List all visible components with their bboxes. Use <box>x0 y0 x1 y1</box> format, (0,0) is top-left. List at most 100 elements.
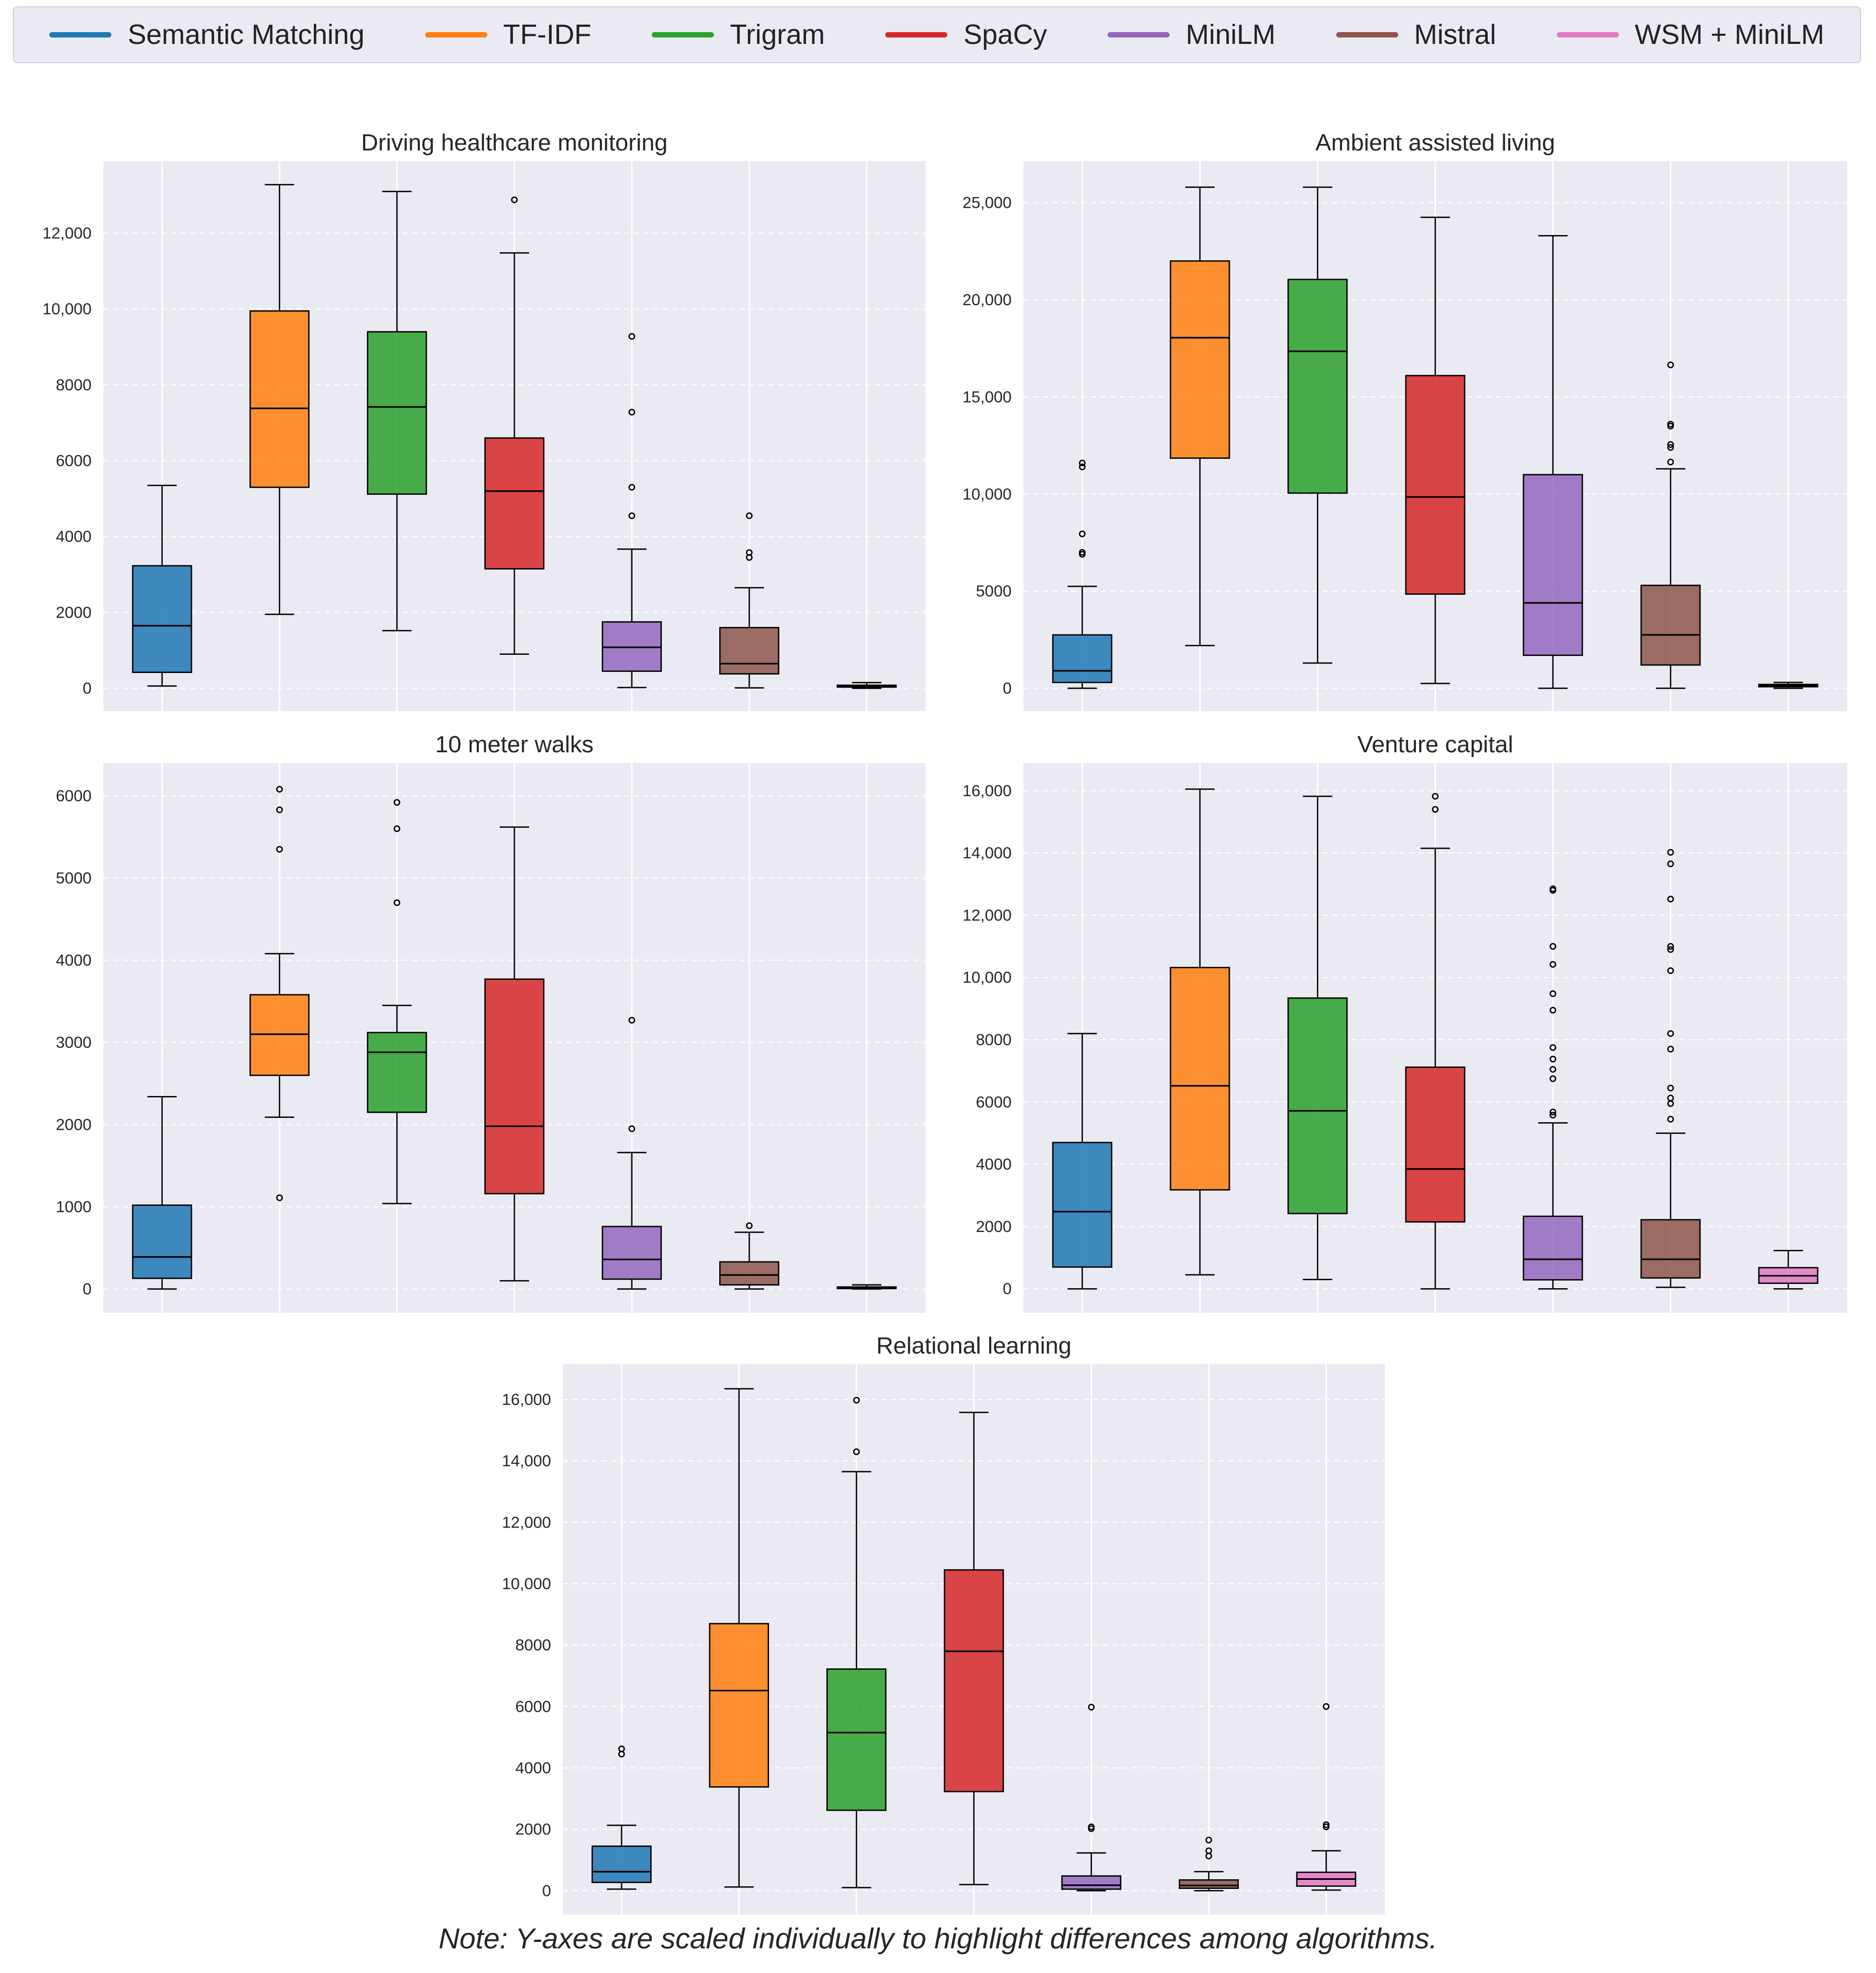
box-minilm <box>601 332 662 689</box>
outlier-point <box>1323 1823 1330 1831</box>
outlier-point <box>1549 1055 1556 1063</box>
box-iqr <box>601 1226 662 1280</box>
box-iqr <box>367 1032 427 1113</box>
box-minilm <box>1523 235 1583 689</box>
y-tick-label: 0 <box>82 1280 92 1298</box>
subplot-3: 0 2000 4000 6000 8000 10,000 12,000 14,000 16,00… <box>962 731 1847 1313</box>
y-tick-label: 10,000 <box>42 300 92 318</box>
subplot-title: Driving healthcare monitoring <box>361 130 667 156</box>
outlier-point <box>1549 943 1556 950</box>
y-tick-label: 2000 <box>515 1821 551 1839</box>
legend-label: TF-IDF <box>503 19 592 50</box>
legend-item: MiniLM <box>1107 19 1276 51</box>
outlier-point <box>1323 1703 1330 1710</box>
subplot-title: 10 meter walks <box>435 731 594 758</box>
box-iqr <box>1170 260 1230 459</box>
y-tick-label: 4000 <box>56 951 92 969</box>
outlier-point <box>1432 792 1439 800</box>
outlier-point <box>1079 463 1086 471</box>
y-tick-label: 15,000 <box>962 388 1012 406</box>
box-minilm <box>1523 885 1583 1290</box>
legend-swatch <box>1336 32 1398 37</box>
outlier-point <box>1549 961 1556 968</box>
box-trigram <box>1287 186 1348 664</box>
subplot-0: 0 2000 4000 6000 8000 10,000 12,000 Driving hea… <box>42 130 925 711</box>
box-spacy <box>944 1411 1004 1886</box>
box-spacy <box>1405 792 1466 1290</box>
y-tick-label: 10,000 <box>962 486 1012 503</box>
box-spacy <box>1405 216 1466 684</box>
outlier-point <box>1667 361 1674 368</box>
y-tick-label: 12,000 <box>502 1514 551 1531</box>
y-tick-label: 8000 <box>976 1031 1012 1049</box>
outlier-point <box>1323 1821 1330 1828</box>
y-tick-label: 3000 <box>56 1034 92 1052</box>
subplot-1: 0 5000 10,000 15,000 20,000 25,000 Ambient ass… <box>962 130 1847 711</box>
outlier-point <box>1549 1075 1556 1082</box>
box-iqr <box>826 1668 887 1811</box>
outlier-point <box>393 825 401 833</box>
outlier-point <box>1667 420 1674 428</box>
box-iqr <box>132 565 192 674</box>
box-iqr <box>367 331 427 495</box>
outlier-point <box>618 1745 625 1752</box>
box-minilm <box>1061 1704 1121 1892</box>
box-iqr <box>484 437 545 570</box>
box-iqr <box>249 994 310 1076</box>
outlier-point <box>276 1194 283 1201</box>
legend-label: MiniLM <box>1186 19 1276 50</box>
outlier-point <box>1079 530 1086 538</box>
outlier-point <box>1549 990 1556 997</box>
subplot-title: Venture capital <box>1357 731 1513 758</box>
y-tick-label: 4000 <box>56 528 92 546</box>
legend-label: Mistral <box>1414 19 1496 50</box>
box-mistral <box>1640 361 1701 689</box>
y-tick-label: 12,000 <box>42 225 92 243</box>
box-tf-idf <box>1170 788 1230 1276</box>
y-tick-label: 6000 <box>515 1698 551 1715</box>
legend-label: WSM + MiniLM <box>1634 19 1825 50</box>
outlier-point <box>1549 1112 1556 1118</box>
y-tick-label: 5000 <box>56 870 92 887</box>
y-tick-label: 0 <box>1003 1280 1012 1298</box>
box-spacy <box>484 196 545 655</box>
box-semantic-matching <box>132 1096 192 1290</box>
subplot-title: Relational learning <box>876 1333 1071 1359</box>
legend-label: Trigram <box>730 19 825 50</box>
legend-item: SpaCy <box>885 19 1047 51</box>
outlier-point <box>1667 860 1674 867</box>
outlier-point <box>511 196 518 203</box>
box-tf-idf <box>249 184 310 615</box>
legend-swatch <box>1556 32 1619 37</box>
outlier-point <box>276 785 283 793</box>
outlier-point <box>745 549 753 556</box>
legend-item: Trigram <box>652 19 825 51</box>
box-iqr <box>1052 634 1113 683</box>
y-tick-label: 5000 <box>976 583 1012 600</box>
box-iqr <box>484 978 545 1195</box>
box-iqr <box>591 1845 652 1884</box>
outlier-point <box>1549 885 1556 893</box>
outlier-point <box>1079 459 1086 466</box>
box-tf-idf <box>709 1388 770 1888</box>
box-semantic-matching <box>591 1745 652 1890</box>
box-trigram <box>367 799 427 1205</box>
y-tick-label: 8000 <box>56 376 92 394</box>
box-wsm-minilm <box>1296 1703 1357 1891</box>
outlier-point <box>1667 458 1674 466</box>
legend-label: Semantic Matching <box>127 19 365 50</box>
box-semantic-matching <box>1052 1033 1113 1290</box>
box-minilm <box>601 1017 662 1290</box>
outlier-point <box>1667 895 1674 903</box>
y-tick-label: 14,000 <box>502 1453 551 1470</box>
box-iqr <box>1052 1142 1113 1268</box>
box-trigram <box>1287 795 1348 1281</box>
outlier-point <box>1079 549 1086 556</box>
y-tick-label: 2000 <box>56 604 92 622</box>
outlier-point <box>1667 1094 1674 1101</box>
y-tick-label: 8000 <box>515 1637 551 1654</box>
outlier-point <box>1667 1116 1674 1123</box>
y-tick-label: 0 <box>542 1882 551 1900</box>
outlier-point <box>1667 946 1674 953</box>
